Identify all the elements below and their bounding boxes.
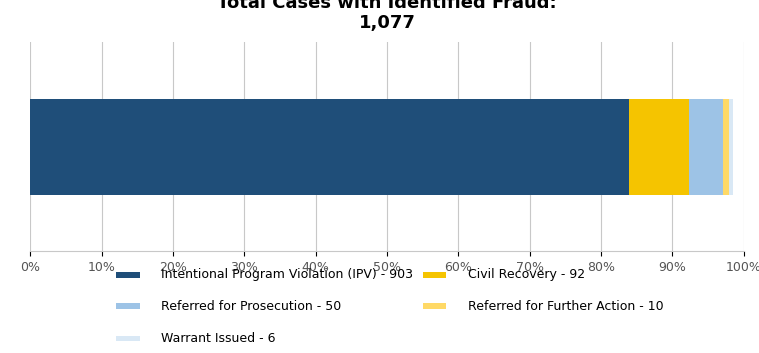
Bar — [628, 99, 689, 195]
Text: Warrant Issued - 6: Warrant Issued - 6 — [161, 332, 276, 345]
FancyBboxPatch shape — [423, 303, 446, 309]
Title: Total Cases with Identified Fraud:
1,077: Total Cases with Identified Fraud: 1,077 — [217, 0, 557, 32]
FancyBboxPatch shape — [116, 303, 140, 309]
Bar — [723, 99, 729, 195]
FancyBboxPatch shape — [423, 272, 446, 278]
Text: Referred for Prosecution - 50: Referred for Prosecution - 50 — [161, 300, 342, 313]
Bar — [689, 99, 723, 195]
Text: Civil Recovery - 92: Civil Recovery - 92 — [468, 268, 585, 281]
Text: Referred for Further Action - 10: Referred for Further Action - 10 — [468, 300, 663, 313]
FancyBboxPatch shape — [116, 272, 140, 278]
FancyBboxPatch shape — [116, 335, 140, 341]
Bar — [729, 99, 733, 195]
Bar — [30, 99, 628, 195]
Text: Intentional Program Violation (IPV) - 903: Intentional Program Violation (IPV) - 90… — [161, 268, 413, 281]
